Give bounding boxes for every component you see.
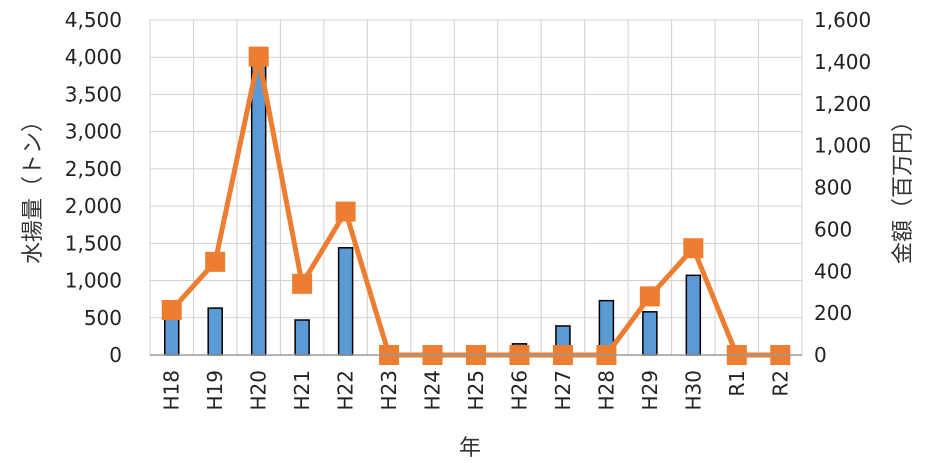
y-right-tick-label: 0 [814,343,827,367]
bar-H29 [642,311,658,356]
x-tick-label: H20 [247,370,271,411]
y-left-tick-label: 2,500 [65,157,122,181]
line-marker-H29 [639,286,660,307]
x-tick-label: H25 [464,370,488,411]
line-marker-H20 [248,46,269,67]
bar-H18 [163,317,180,356]
y-left-tick-label: 1,500 [65,231,122,255]
line-marker-H30 [683,238,704,259]
x-tick-label: H26 [507,370,531,411]
x-tick-label: H23 [377,370,401,411]
gridlines [149,19,803,355]
x-axis-title: 年 [459,436,481,461]
x-tick-label: H18 [160,370,184,411]
line-marker-H21 [292,273,313,294]
y-left-tick-label: 3,500 [65,82,122,106]
bar-H22 [337,247,354,356]
y-left-tick-label: 0 [109,343,122,367]
x-tick-label: H27 [551,370,575,411]
x-tick-label: H24 [421,370,445,411]
y-right-tick-label: 400 [814,259,852,283]
y-left-tick-label: 3,000 [65,120,122,144]
y-left-tick-label: 500 [84,306,122,330]
x-tick-label: H28 [594,370,618,411]
bar-H21 [294,319,310,356]
x-tick-label: H29 [638,370,662,411]
y-left-tick-label: 4,000 [65,45,122,69]
y-right-tick-label: 1,600 [814,8,871,32]
x-tick-label: H21 [290,370,314,411]
tick-labels: 0 500 1,000 1,500 2,000 2,500 3,000 3,500 4,000 4… [65,8,872,411]
x-tick-label: R1 [725,370,749,397]
y-left-tick-label: 4,500 [65,8,122,32]
y-left-tick-label: 2,000 [65,194,122,218]
y-right-tick-label: 1,400 [814,50,871,74]
bar-H30 [685,274,702,356]
bar-series [163,60,702,356]
y-axis-left-title: 水揚量（トン） [21,110,46,264]
y-right-tick-label: 200 [814,301,852,325]
x-tick-label: H22 [334,370,358,411]
x-tick-label: H19 [203,370,227,411]
y-left-tick-label: 1,000 [65,269,122,293]
y-right-tick-label: 600 [814,217,852,241]
y-axis-right-title: 金額（百万円） [891,110,916,264]
bar-H19 [207,307,223,356]
x-tick-label: H30 [681,370,705,411]
bar-H20 [250,60,267,356]
line-marker-H19 [205,251,226,272]
x-tick-label: R2 [768,370,792,397]
line-marker-H22 [335,201,356,222]
y-right-tick-label: 1,200 [814,92,871,116]
line-marker-H18 [161,299,182,320]
y-right-tick-label: 800 [814,176,852,200]
y-right-tick-label: 1,000 [814,134,871,158]
